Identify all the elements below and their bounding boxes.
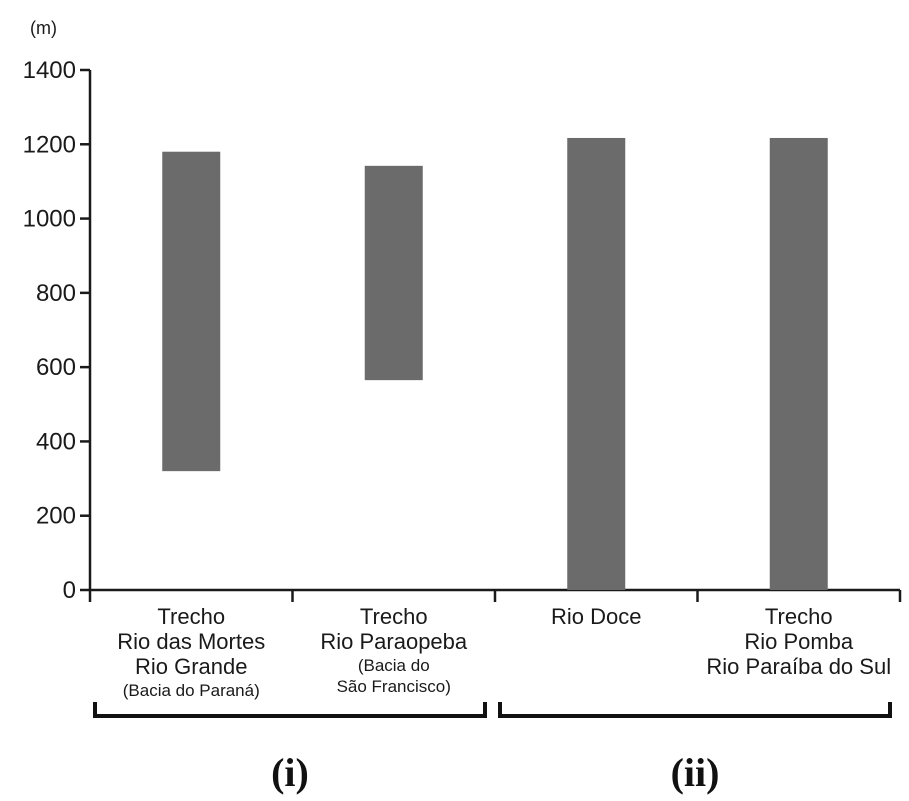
category-label-line: Rio Grande bbox=[135, 654, 248, 679]
category-label-line: Trecho bbox=[157, 604, 225, 629]
bar-range-4 bbox=[769, 137, 828, 590]
x-axis-ticks bbox=[88, 590, 902, 602]
y-tick-label: 1400 bbox=[23, 57, 76, 84]
y-axis-ticks: 0 200 400 600 800 1000 1200 1400 bbox=[23, 57, 90, 604]
group-label-1: (i) bbox=[271, 750, 309, 795]
category-sublabel-line: (Bacia do Paraná) bbox=[123, 681, 260, 700]
y-unit-label: (m) bbox=[30, 18, 57, 38]
bars bbox=[162, 137, 828, 590]
category-sublabel-line: São Francisco) bbox=[337, 677, 451, 696]
y-tick-label: 200 bbox=[36, 503, 76, 530]
group-bracket-1 bbox=[93, 702, 487, 718]
bar-range-3 bbox=[567, 137, 626, 590]
category-label-line: Rio Doce bbox=[551, 604, 641, 629]
group-bracket-2 bbox=[498, 702, 892, 718]
category-label-line: Rio das Mortes bbox=[117, 629, 265, 654]
y-tick-label: 400 bbox=[36, 428, 76, 455]
y-tick-label: 600 bbox=[36, 354, 76, 381]
category-label-line: Trecho bbox=[765, 604, 833, 629]
category-label-line: Rio Pomba bbox=[744, 629, 854, 654]
y-tick-label: 0 bbox=[63, 577, 76, 604]
y-tick-label: 1200 bbox=[23, 131, 76, 158]
y-tick-label: 800 bbox=[36, 280, 76, 307]
category-label-line: Rio Paraíba do Sul bbox=[706, 654, 891, 679]
category-sublabel-line: (Bacia do bbox=[358, 656, 430, 675]
y-tick-label: 1000 bbox=[23, 206, 76, 233]
group-brackets: (i) (ii) bbox=[93, 702, 892, 795]
bar-range-2 bbox=[364, 165, 423, 381]
category-label-line: Rio Paraopeba bbox=[320, 629, 468, 654]
category-label-line: Trecho bbox=[360, 604, 428, 629]
group-label-2: (ii) bbox=[671, 750, 720, 795]
bar-range-1 bbox=[162, 151, 221, 472]
